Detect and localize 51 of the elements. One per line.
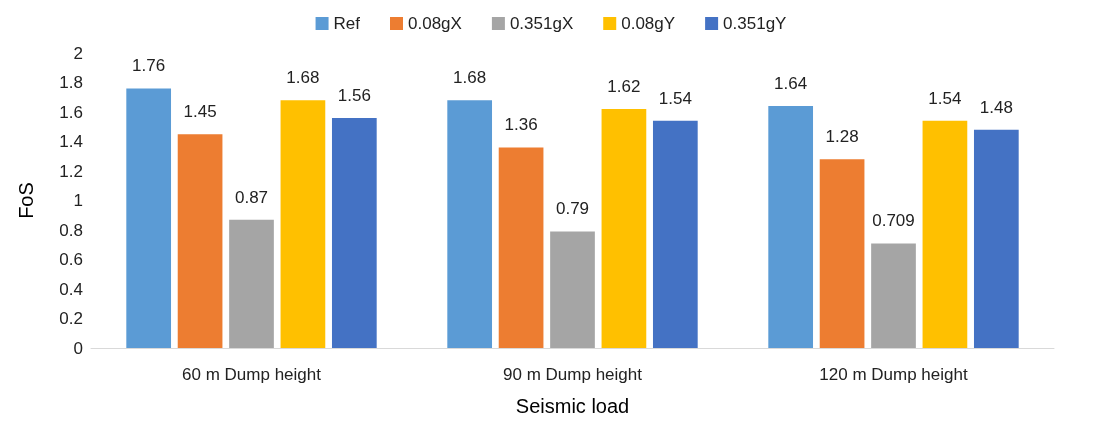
bar	[550, 231, 595, 348]
legend-label: 0.08gY	[621, 14, 676, 33]
data-label: 1.76	[132, 56, 166, 76]
bar	[126, 88, 172, 348]
bar	[229, 219, 274, 348]
data-label: 1.48	[979, 97, 1013, 117]
y-axis-title: FoS	[15, 182, 37, 219]
bar	[973, 129, 1019, 348]
legend-label: Ref	[333, 14, 361, 33]
y-tick-label: 1.8	[59, 73, 83, 92]
y-tick-label: 1.4	[59, 132, 83, 151]
bar	[280, 100, 326, 348]
data-label: 1.56	[337, 85, 371, 105]
y-tick-label: 1	[73, 191, 83, 210]
data-label: 0.79	[555, 199, 590, 219]
y-tick-label: 0.8	[59, 220, 83, 240]
x-tick-label: 60 m Dump height	[182, 365, 322, 384]
x-tick-label: 120 m Dump height	[819, 365, 968, 384]
bar	[871, 243, 916, 348]
legend-label: 0.08gX	[408, 14, 462, 33]
bar	[922, 120, 968, 348]
data-label: 1.54	[928, 88, 962, 108]
bar	[652, 120, 698, 348]
data-label: 1.54	[658, 88, 692, 108]
legend-label: 0.351gY	[723, 14, 787, 33]
bar	[498, 147, 544, 348]
bar	[768, 106, 814, 348]
x-tick-label: 90 m Dump height	[503, 365, 643, 384]
y-tick-label: 2	[73, 43, 83, 63]
legend-label: 0.351gX	[509, 14, 574, 33]
y-tick-label: 0.6	[59, 250, 83, 269]
bar	[177, 134, 223, 348]
data-label: 1.64	[774, 74, 808, 94]
bar	[331, 117, 377, 348]
y-tick-label: 0.4	[59, 279, 83, 299]
data-label: 1.36	[504, 115, 538, 135]
bar	[447, 100, 493, 348]
bar	[819, 159, 865, 348]
y-tick-label: 1.6	[59, 102, 83, 122]
x-axis-title: Seismic load	[515, 395, 630, 417]
data-label: 0.709	[872, 211, 915, 231]
y-tick-label: 0	[73, 338, 83, 358]
y-tick-label: 1.2	[59, 161, 83, 181]
data-label: 1.68	[286, 68, 320, 88]
data-label: 1.68	[453, 68, 487, 88]
bar	[601, 109, 647, 348]
data-label: 1.62	[607, 77, 641, 97]
y-tick-label: 0.2	[59, 309, 83, 328]
data-label: 1.28	[825, 127, 859, 147]
data-label: 1.45	[183, 102, 217, 122]
data-label: 0.87	[234, 187, 269, 207]
